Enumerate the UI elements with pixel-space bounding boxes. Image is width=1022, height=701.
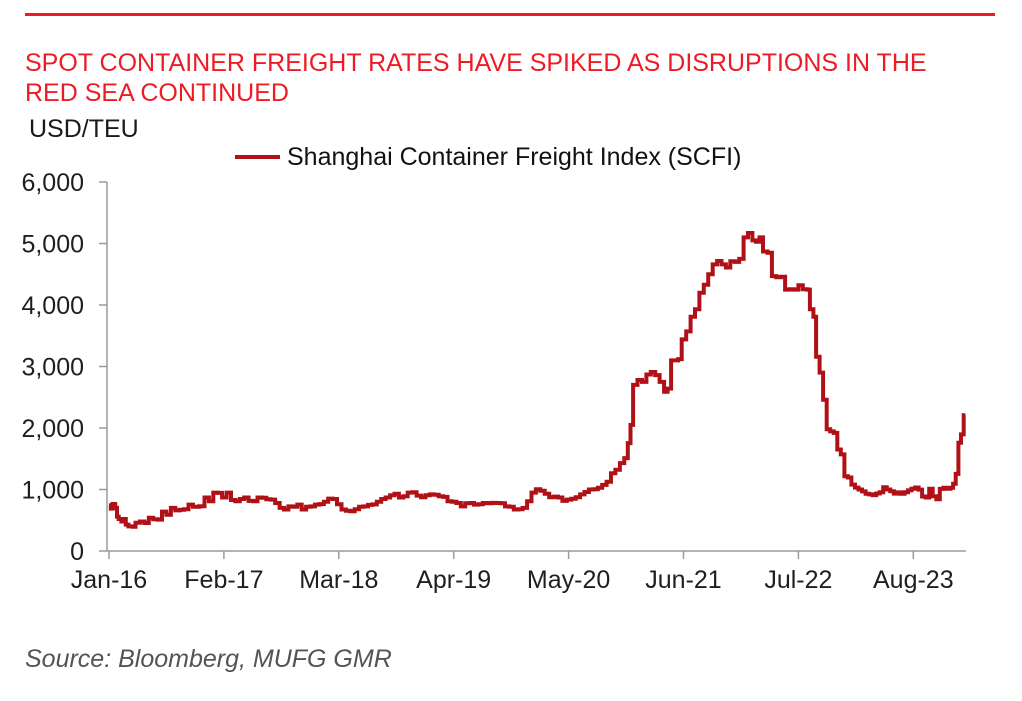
series-line-scfi xyxy=(108,231,966,529)
legend-line-icon xyxy=(235,154,280,160)
y-tick-label: 0 xyxy=(70,538,84,566)
accent-rule xyxy=(25,13,995,16)
x-tick-label: Mar-18 xyxy=(299,566,378,594)
x-tick-label: Jun-21 xyxy=(645,566,721,594)
x-tick-label: Apr-19 xyxy=(416,566,491,594)
y-tick-label: 2,000 xyxy=(21,415,84,443)
chart-legend: Shanghai Container Freight Index (SCFI) xyxy=(235,141,741,173)
y-axis-unit-label: USD/TEU xyxy=(29,115,139,143)
x-tick-label: Feb-17 xyxy=(184,566,263,594)
x-tick-label: May-20 xyxy=(527,566,610,594)
y-tick-label: 5,000 xyxy=(21,231,84,259)
y-tick-label: 6,000 xyxy=(21,169,84,197)
x-tick-label: Jul-22 xyxy=(764,566,832,594)
legend-label: Shanghai Container Freight Index (SCFI) xyxy=(287,142,742,171)
source-note: Source: Bloomberg, MUFG GMR xyxy=(25,645,392,673)
y-tick-label: 1,000 xyxy=(21,477,84,505)
y-tick-label: 4,000 xyxy=(21,292,84,320)
x-tick-label: Jan-16 xyxy=(71,566,147,594)
y-tick-label: 3,000 xyxy=(21,354,84,382)
page-title: SPOT CONTAINER FREIGHT RATES HAVE SPIKED… xyxy=(25,48,927,107)
x-tick-label: Aug-23 xyxy=(873,566,954,594)
